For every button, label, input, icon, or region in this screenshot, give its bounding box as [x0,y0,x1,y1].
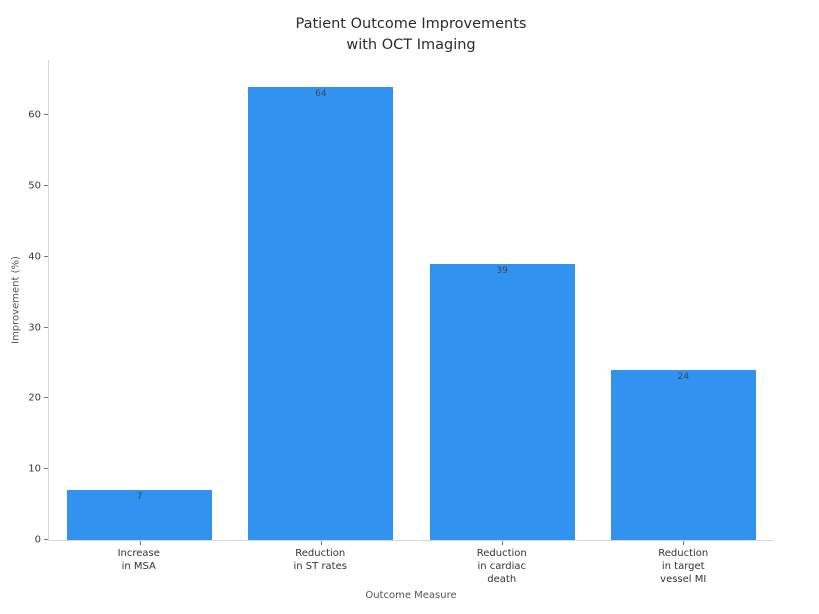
y-tick-label: 60 [28,109,41,121]
x-tick-label: Reduction in ST rates [293,548,347,572]
x-axis-labels: Increase in MSA Reduction in ST rates Redu… [48,547,774,586]
chart-title-line-2: with OCT Imaging [346,37,476,53]
x-tick-label: Increase in MSA [117,548,160,572]
x-tick-label: Reduction in target vessel MI [658,548,709,585]
x-tick-mark [139,541,141,545]
bar-3: 39 [429,263,575,540]
x-tick-label: Reduction in cardiac death [476,548,527,585]
y-tick-mark [44,185,48,187]
bar-value-label: 64 [315,88,327,99]
y-tick-label: 40 [28,251,41,263]
bars-row: 7 64 39 24 [49,60,774,545]
y-tick-label: 50 [28,180,41,192]
y-tick-label: 30 [28,322,41,334]
bar-slot: 64 [230,60,411,545]
y-tick-mark [44,114,48,116]
y-tick-label: 10 [28,463,41,475]
bar-slot: 7 [49,60,230,545]
bar-slot: 39 [412,60,593,545]
x-axis-title: Outcome Measure [365,590,457,601]
y-tick-label: 20 [28,392,41,404]
y-tick-mark [44,397,48,399]
bar-2: 64 [248,86,394,540]
bar-value-label: 24 [677,372,690,383]
y-tick-mark [44,326,48,328]
bar-value-label: 7 [136,492,143,503]
y-axis-title: Improvement (%) [10,256,22,344]
bar-value-label: 39 [496,265,508,276]
x-tick-mark [683,541,685,545]
y-tick-label: 0 [34,534,41,546]
y-tick-mark [44,255,48,257]
chart-title-line-1: Patient Outcome Improvements [295,16,527,32]
bar-1: 7 [67,490,213,540]
y-tick-mark [44,539,48,540]
chart-title: Patient Outcome Improvements with OCT Im… [48,14,774,56]
plot-area: Improvement (%) 0 10 20 30 40 50 60 7 64 39 24 [11,60,774,546]
y-tick-mark [44,468,48,470]
bar-4: 24 [610,370,756,540]
bar-slot: 24 [593,60,774,545]
x-tick-mark [320,541,322,545]
x-tick-mark [502,541,504,545]
